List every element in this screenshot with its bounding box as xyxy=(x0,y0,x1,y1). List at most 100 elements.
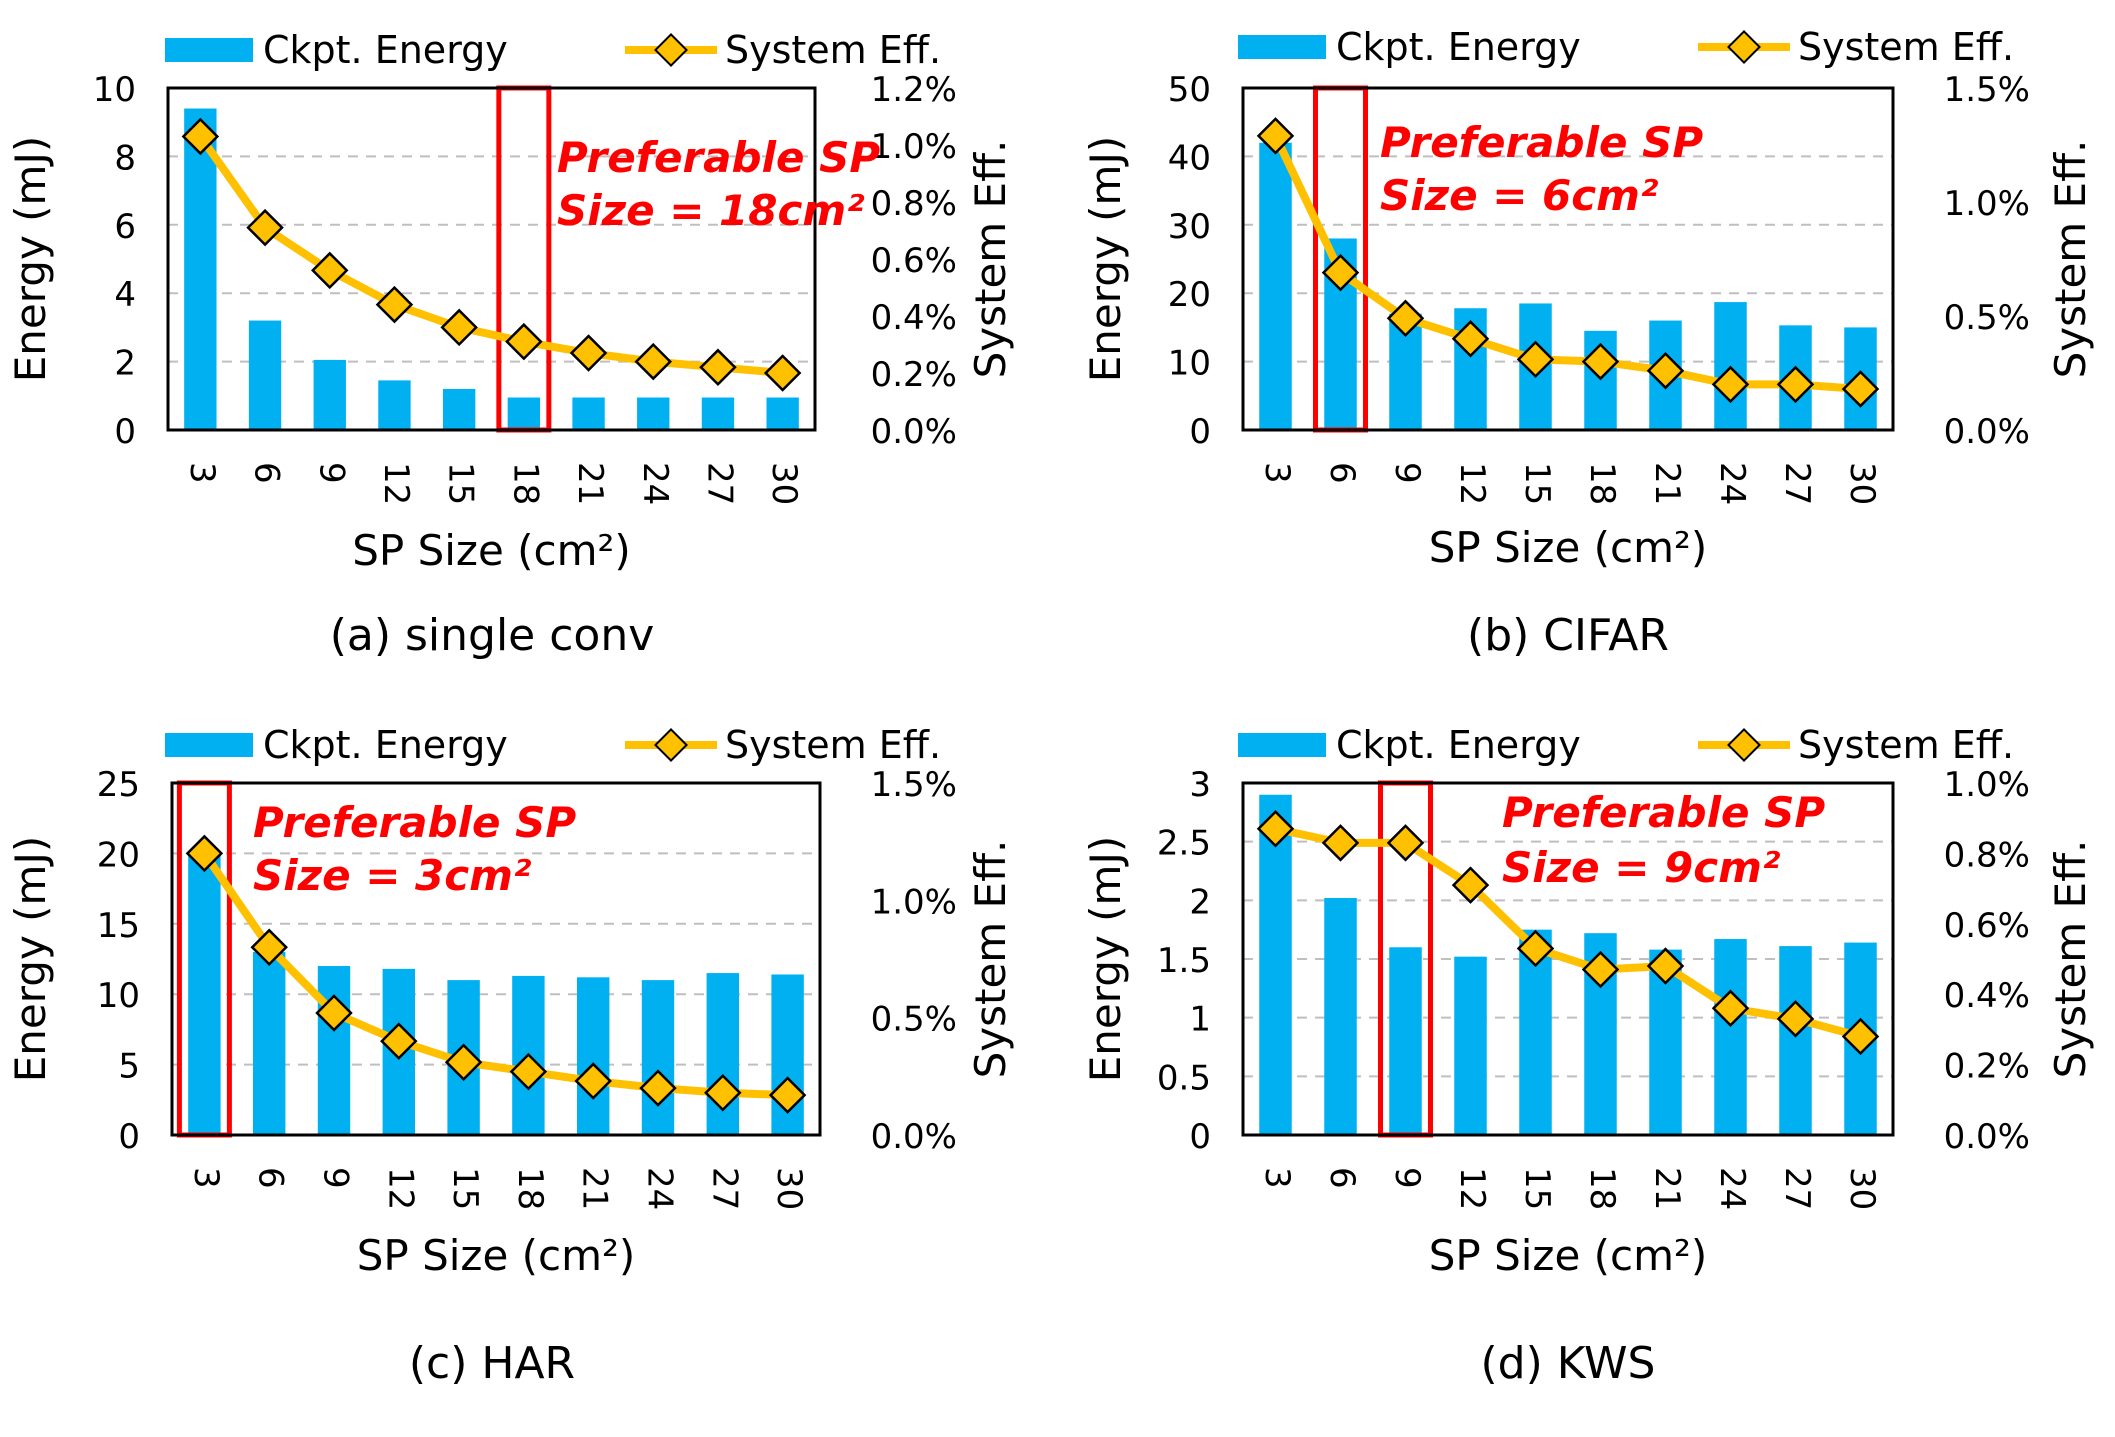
x-tick-label: 24 xyxy=(1712,1167,1752,1210)
legend-swatch-marker xyxy=(1727,30,1761,64)
line-marker xyxy=(380,1022,418,1060)
legend-label: Ckpt. Energy xyxy=(263,28,508,72)
y-tick-label: 30 xyxy=(1168,207,1211,247)
legend-swatch-bar xyxy=(165,38,253,62)
bar xyxy=(1779,946,1812,1135)
x-tick-label: 24 xyxy=(635,462,675,505)
line-marker xyxy=(1386,299,1425,338)
line-marker xyxy=(1646,351,1685,390)
line-marker xyxy=(440,308,478,347)
y2-tick-label: 0.6% xyxy=(871,241,957,281)
bar xyxy=(1259,142,1292,430)
legend-swatch-marker xyxy=(1727,728,1761,762)
legend-swatch-marker xyxy=(654,33,688,67)
y-tick-label: 10 xyxy=(93,70,136,110)
legend-label: Ckpt. Energy xyxy=(1336,25,1581,69)
highlight-label: Size = 18cm² xyxy=(557,186,865,235)
highlight-label: Preferable SP xyxy=(1380,118,1703,167)
y2-tick-label: 0.0% xyxy=(1944,412,2030,452)
y-axis-title: Energy (mJ) xyxy=(1081,836,1130,1082)
x-axis-title: SP Size (cm²) xyxy=(352,526,631,575)
bar xyxy=(637,397,670,430)
x-tick-label: 27 xyxy=(1777,462,1817,505)
line-marker xyxy=(444,1043,483,1081)
y-axis-title: Energy (mJ) xyxy=(6,836,55,1082)
bar xyxy=(1454,956,1487,1135)
x-tick-label: 21 xyxy=(1647,1167,1687,1210)
chart-panel-4: Ckpt. Energy System Eff. 0 0.5 1 1.5 2 2.5 3 0.0%… xyxy=(1081,723,2095,1389)
x-tick-label: 15 xyxy=(1517,1167,1557,1210)
y2-tick-label: 0.2% xyxy=(1944,1047,2030,1087)
bar xyxy=(378,380,411,430)
x-tick-label: 24 xyxy=(1712,462,1752,505)
series-line xyxy=(197,134,784,377)
highlight-box xyxy=(496,85,552,433)
plot-frame xyxy=(170,781,822,1137)
y-tick-label: 5 xyxy=(118,1047,140,1087)
line-marker xyxy=(763,354,802,392)
line-marker xyxy=(1711,365,1750,404)
y2-tick-label: 0.6% xyxy=(1944,906,2030,946)
y-tick-label: 10 xyxy=(1168,344,1211,384)
y2-tick-label: 1.0% xyxy=(1944,184,2030,224)
y2-tick-label: 1.5% xyxy=(871,765,957,805)
highlight-label: Size = 6cm² xyxy=(1380,171,1659,220)
series-line xyxy=(1271,134,1861,393)
x-tick-label: 18 xyxy=(510,1167,550,1210)
legend-swatch-bar xyxy=(165,733,253,757)
y2-tick-label: 0.0% xyxy=(1944,1117,2030,1157)
y-tick-label: 4 xyxy=(114,275,136,315)
y-tick-label: 15 xyxy=(97,906,140,946)
line-marker xyxy=(1451,320,1490,358)
line-marker xyxy=(1516,929,1555,968)
line-marker xyxy=(1451,866,1490,904)
panel-caption: (b) CIFAR xyxy=(1467,610,1669,661)
x-tick-label: 21 xyxy=(575,1167,615,1210)
legend: Ckpt. Energy System Eff. xyxy=(165,28,941,72)
line-marker xyxy=(1256,117,1295,155)
line-marker xyxy=(509,1052,548,1091)
chart-panel-2: Ckpt. Energy System Eff. 0 10 20 30 40 50 0.0% 0.… xyxy=(1081,25,2095,661)
y-tick-label: 0 xyxy=(118,1117,140,1157)
x-tick-label: 3 xyxy=(1257,462,1297,484)
y2-tick-label: 0.4% xyxy=(871,298,957,338)
line-marker xyxy=(569,334,608,372)
y2-tick-label: 0.8% xyxy=(1944,835,2030,875)
y-tick-label: 1.5 xyxy=(1157,941,1211,981)
y-tick-label: 20 xyxy=(1168,275,1211,315)
legend-label: System Eff. xyxy=(725,28,941,72)
line-marker xyxy=(1841,1017,1880,1056)
x-tick-label: 21 xyxy=(1647,462,1687,505)
y-tick-label: 0 xyxy=(1189,1117,1211,1157)
x-tick-label: 27 xyxy=(1777,1167,1817,1210)
y-tick-label: 2 xyxy=(114,344,136,384)
highlight-label: Preferable SP xyxy=(253,798,576,847)
x-tick-label: 3 xyxy=(182,462,222,484)
y-tick-label: 0.5 xyxy=(1157,1058,1211,1098)
x-tick-label: 27 xyxy=(704,1167,744,1210)
x-axis-title: SP Size (cm²) xyxy=(357,1231,636,1280)
y2-tick-label: 0.0% xyxy=(871,412,957,452)
line-marker xyxy=(768,1076,807,1114)
y-tick-label: 10 xyxy=(97,976,140,1016)
x-tick-label: 12 xyxy=(376,462,416,505)
bar xyxy=(577,977,610,1135)
bar xyxy=(442,388,476,430)
legend: Ckpt. Energy System Eff. xyxy=(165,723,941,767)
x-tick-label: 15 xyxy=(441,462,481,505)
line-marker xyxy=(315,994,353,1032)
y2-tick-label: 0.2% xyxy=(871,355,957,395)
line-marker xyxy=(246,208,284,247)
y-tick-label: 1 xyxy=(1189,1000,1211,1040)
y2-tick-label: 0.8% xyxy=(871,184,957,224)
line-marker xyxy=(250,928,288,967)
line-marker xyxy=(1711,989,1750,1028)
y-tick-label: 50 xyxy=(1168,70,1211,110)
legend-swatch-bar xyxy=(1238,35,1326,59)
x-tick-label: 15 xyxy=(445,1167,485,1210)
series-line xyxy=(1274,824,1862,1041)
bar xyxy=(766,397,799,430)
x-tick-label: 12 xyxy=(1452,462,1492,505)
y-tick-label: 0 xyxy=(114,412,136,452)
legend-label: System Eff. xyxy=(1798,723,2014,767)
